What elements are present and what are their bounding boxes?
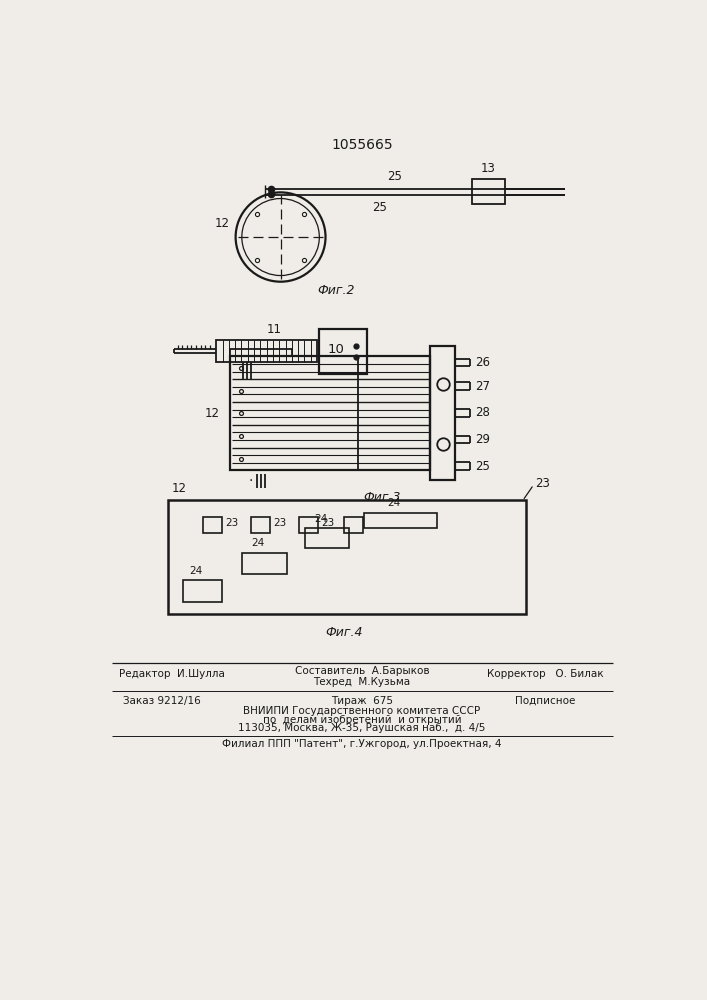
Text: Редактор  И.Шулла: Редактор И.Шулла: [119, 669, 225, 679]
Text: 28: 28: [475, 406, 490, 419]
Bar: [344, 517, 363, 533]
Text: 23: 23: [226, 518, 239, 528]
Text: 13: 13: [481, 162, 496, 175]
Bar: [183, 580, 222, 602]
Bar: [216, 340, 317, 362]
Text: Фиг.4: Фиг.4: [325, 626, 363, 639]
Text: 25: 25: [372, 201, 387, 214]
Text: 10: 10: [327, 343, 344, 356]
Text: Техред  М.Кузьма: Техред М.Кузьма: [313, 677, 411, 687]
Text: Тираж  675: Тираж 675: [331, 696, 393, 706]
Text: 23: 23: [274, 518, 287, 528]
Bar: [319, 329, 367, 374]
Text: ·: ·: [249, 474, 253, 488]
Text: 11: 11: [267, 323, 282, 336]
Text: 24: 24: [252, 538, 264, 548]
Text: Фиг.3: Фиг.3: [363, 491, 401, 504]
Text: 29: 29: [475, 433, 491, 446]
Bar: [251, 517, 270, 533]
Text: 24: 24: [314, 514, 327, 524]
Text: Корректор   О. Билак: Корректор О. Билак: [487, 669, 604, 679]
Text: Фиг.2: Фиг.2: [317, 284, 355, 297]
Text: 12: 12: [214, 217, 230, 230]
Bar: [305, 528, 349, 548]
Text: Заказ 9212/16: Заказ 9212/16: [123, 696, 201, 706]
Text: 24: 24: [387, 498, 400, 508]
Text: 23: 23: [535, 477, 551, 490]
Text: ВНИИПИ Государственного комитета СССР: ВНИИПИ Государственного комитета СССР: [243, 706, 481, 716]
Text: 25: 25: [387, 170, 402, 183]
Text: по  делам изобретений  и открытий: по делам изобретений и открытий: [262, 715, 461, 725]
Text: 26: 26: [475, 356, 491, 369]
Bar: [430, 346, 455, 480]
Text: 24: 24: [189, 566, 203, 576]
Bar: [203, 517, 222, 533]
Bar: [299, 517, 317, 533]
Text: Филиал ППП "Патент", г.Ужгород, ул.Проектная, 4: Филиал ППП "Патент", г.Ужгород, ул.Проек…: [222, 739, 502, 749]
Text: Подписное: Подписное: [515, 696, 575, 706]
Bar: [242, 553, 287, 574]
Text: 27: 27: [475, 380, 491, 393]
Bar: [230, 349, 292, 356]
Text: 1055665: 1055665: [331, 138, 393, 152]
Text: 12: 12: [172, 482, 187, 495]
Text: Составитель  А.Барыков: Составитель А.Барыков: [295, 666, 429, 676]
Text: 12: 12: [204, 407, 219, 420]
Bar: [168, 500, 526, 614]
Bar: [363, 513, 437, 528]
Bar: [230, 356, 430, 470]
Text: 113035, Москва, Ж-35, Раушская наб.,  д. 4/5: 113035, Москва, Ж-35, Раушская наб., д. …: [238, 723, 486, 733]
Bar: [472, 179, 505, 204]
Text: 25: 25: [475, 460, 490, 473]
Text: 23: 23: [322, 518, 335, 528]
